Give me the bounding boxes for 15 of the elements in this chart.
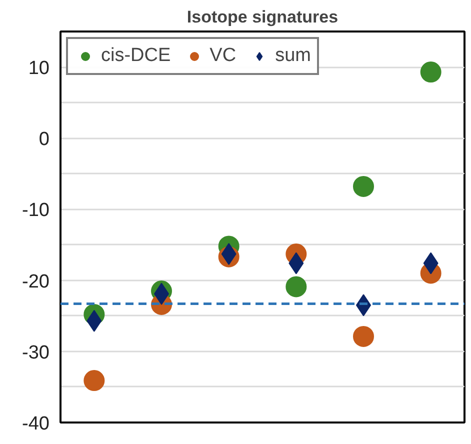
point [353,176,374,197]
y-tick-label: -40 [22,414,50,434]
point [286,276,307,298]
legend-label: sum [275,45,311,67]
point [84,370,105,392]
legend-label: cis-DCE [101,45,171,67]
chart-title: Isotope signatures [186,8,338,26]
point [353,326,374,347]
legend-label: VC [210,45,236,67]
point [420,62,442,82]
y-tick-label: 0 [38,129,50,150]
y-tick-label: -10 [22,200,50,222]
y-tick-label: -30 [22,342,50,364]
y-tick-label: 10 [28,58,50,80]
y-tick-label: -20 [22,271,50,292]
